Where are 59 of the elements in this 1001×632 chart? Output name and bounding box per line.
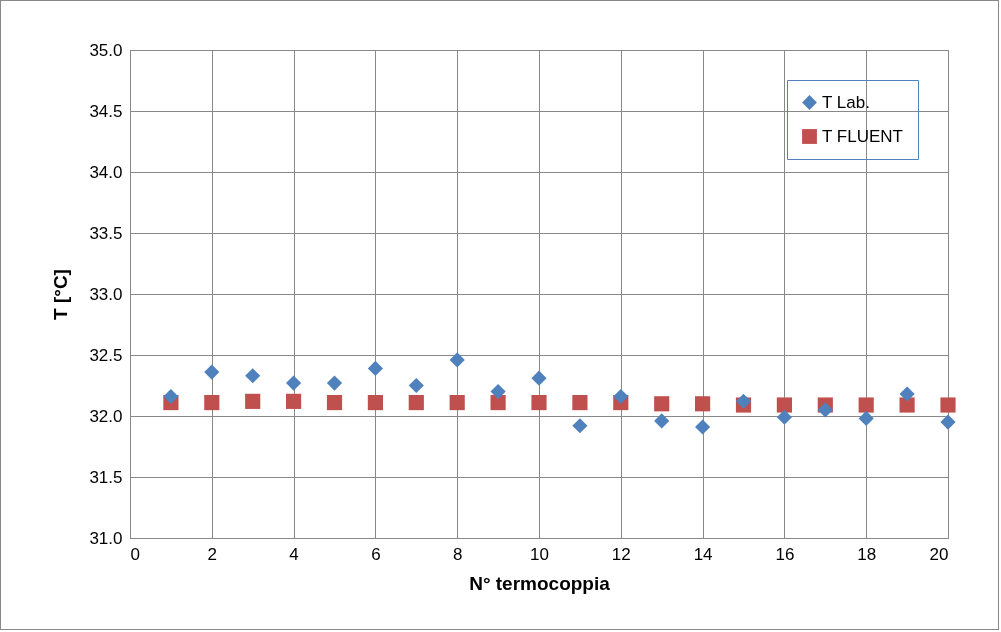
x-tick-label: 14 <box>693 544 713 564</box>
point <box>326 375 343 391</box>
y-axis-title: T [°C] <box>50 269 72 320</box>
point <box>531 370 547 386</box>
point <box>654 413 670 429</box>
x-tick-label: 18 <box>857 544 877 564</box>
x-tick-label: 20 <box>929 544 949 564</box>
y-tick-label: 33.0 <box>89 284 123 304</box>
x-tick-label: 4 <box>289 544 299 564</box>
legend-label: T FLUENT <box>822 126 903 146</box>
point <box>408 395 424 411</box>
point <box>776 397 792 413</box>
point <box>326 395 343 411</box>
point <box>449 352 465 368</box>
x-tick-label: 10 <box>530 544 549 564</box>
x-tick-label: 16 <box>775 544 795 564</box>
point <box>367 395 383 411</box>
x-tick-label: 0 <box>130 544 140 564</box>
point <box>940 397 956 413</box>
point <box>858 397 874 413</box>
point <box>899 397 915 413</box>
point <box>286 393 302 409</box>
point <box>408 377 424 394</box>
point <box>572 418 588 434</box>
point <box>940 414 956 430</box>
y-tick-label: 35.0 <box>89 40 123 60</box>
point <box>531 395 547 411</box>
x-axis-title: N° termocoppia <box>469 572 611 594</box>
point <box>163 388 179 405</box>
point <box>245 368 261 384</box>
y-tick-label: 31.0 <box>89 528 123 548</box>
x-tick-label: 12 <box>611 544 631 564</box>
point <box>654 396 670 412</box>
point <box>695 419 711 435</box>
y-tick-label: 34.0 <box>89 162 123 182</box>
point <box>204 364 220 380</box>
point <box>735 393 752 409</box>
y-tick-label: 34.5 <box>89 101 123 121</box>
x-tick-label: 6 <box>371 544 381 564</box>
point <box>204 395 220 411</box>
legend-label: T Lab. <box>822 92 870 112</box>
x-tick-label: 2 <box>207 544 218 564</box>
y-tick-label: 33.5 <box>89 223 123 243</box>
point <box>245 393 261 409</box>
y-tick-label: 32.5 <box>89 345 123 365</box>
y-tick-label: 31.5 <box>89 467 123 487</box>
point <box>490 384 506 400</box>
point <box>695 396 711 412</box>
y-tick-label: 32.0 <box>89 406 123 426</box>
x-tick-label: 8 <box>452 544 463 564</box>
point <box>613 388 629 405</box>
point <box>572 395 588 411</box>
point <box>776 409 792 425</box>
point <box>899 386 915 402</box>
point <box>817 402 833 418</box>
point <box>858 410 874 427</box>
point <box>449 395 465 411</box>
point <box>367 360 383 376</box>
point <box>286 375 302 391</box>
